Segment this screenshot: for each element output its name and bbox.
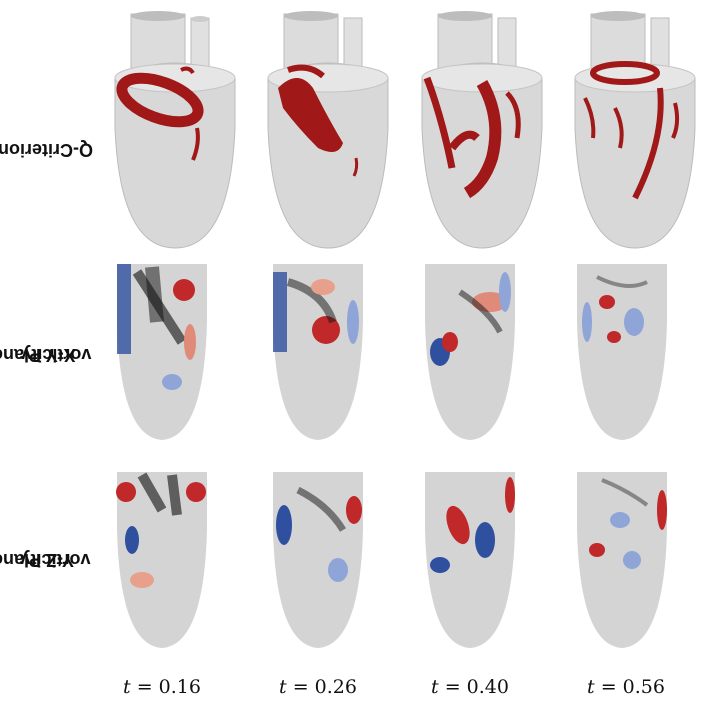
- q-criterion-panel-4: [565, 8, 705, 253]
- q-criterion-panel-3: [412, 8, 552, 253]
- time-label-3-value: = 0.40: [444, 676, 509, 698]
- xy-vorticity-panel-3: [420, 262, 560, 442]
- time-label-1: t = 0.16: [92, 676, 232, 698]
- xy-vorticity-panel-1: [112, 262, 252, 442]
- yz-vorticity-panel-3: [420, 470, 560, 650]
- time-label-3: t = 0.40: [400, 676, 540, 698]
- yz-vorticity-panel-2: [268, 470, 408, 650]
- q-criterion-panel-2: [258, 8, 398, 253]
- row-label-q-criterion-line1: Q-Criterion: [0, 140, 93, 160]
- time-label-2-value: = 0.26: [292, 676, 357, 698]
- time-label-1-value: = 0.16: [136, 676, 201, 698]
- time-label-1-symbol: t: [123, 676, 131, 698]
- row-label-q-criterion: Q-Criterion: [0, 60, 93, 240]
- yz-vorticity-panel-1: [112, 470, 252, 650]
- time-label-4-value: = 0.56: [600, 676, 665, 698]
- q-criterion-panel-1: [105, 8, 245, 253]
- time-label-2-symbol: t: [279, 676, 287, 698]
- time-label-4-symbol: t: [587, 676, 595, 698]
- xy-vorticity-panel-4: [572, 262, 712, 442]
- row-label-yz-line2: vorticity: [20, 550, 92, 570]
- time-label-3-symbol: t: [431, 676, 439, 698]
- yz-vorticity-panel-4: [572, 470, 712, 650]
- xy-vorticity-panel-2: [268, 262, 408, 442]
- time-label-2: t = 0.26: [248, 676, 388, 698]
- row-label-yz-plane: Y-Z Plane vorticity: [0, 470, 91, 650]
- row-label-xy-plane: X-Y Plane vorticity: [0, 265, 91, 445]
- time-label-4: t = 0.56: [556, 676, 696, 698]
- row-label-xy-line2: vorticity: [20, 345, 92, 365]
